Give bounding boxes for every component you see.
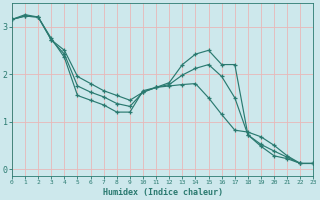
- X-axis label: Humidex (Indice chaleur): Humidex (Indice chaleur): [103, 188, 223, 197]
